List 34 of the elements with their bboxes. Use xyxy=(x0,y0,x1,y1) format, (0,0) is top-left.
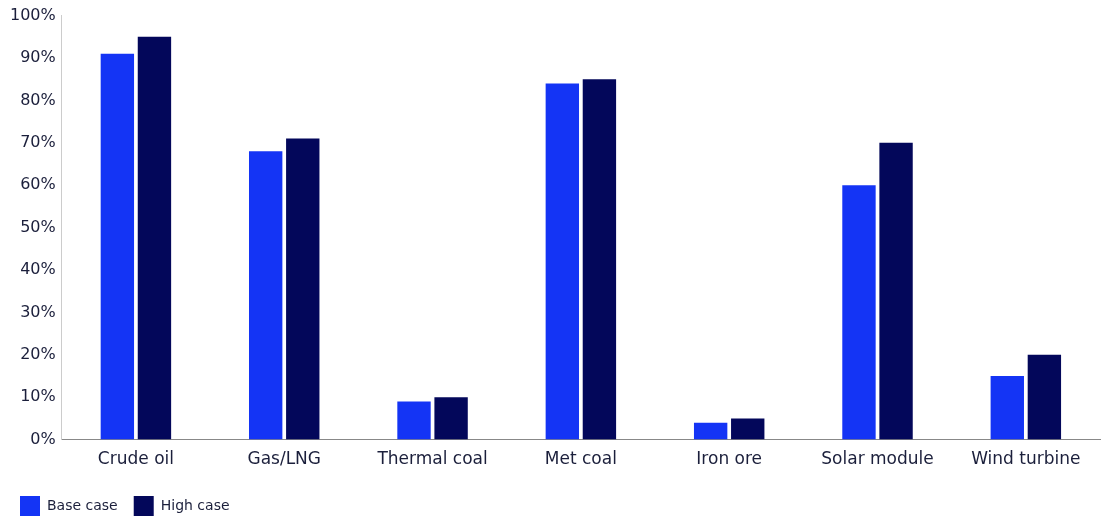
bar xyxy=(879,142,913,440)
y-tick-label: 20% xyxy=(20,343,56,363)
y-tick-label: 10% xyxy=(20,386,56,406)
legend-label: High case xyxy=(160,496,230,513)
y-tick-label: 60% xyxy=(20,174,56,194)
bar xyxy=(990,376,1024,440)
bar xyxy=(693,422,728,440)
bar xyxy=(842,185,876,440)
x-tick-label: Met coal xyxy=(544,448,617,469)
bar xyxy=(731,418,765,440)
y-tick-label: 90% xyxy=(20,47,56,67)
legend-label: Base case xyxy=(47,496,118,513)
bar xyxy=(100,53,135,440)
x-tick-label: Iron ore xyxy=(696,448,763,469)
y-tick-label: 50% xyxy=(20,216,56,236)
x-tick-label: Gas/LNG xyxy=(247,448,321,469)
bar xyxy=(137,36,172,440)
y-tick-label: 40% xyxy=(20,259,56,279)
bar xyxy=(397,401,431,440)
bar xyxy=(1027,354,1062,440)
y-tick-label: 70% xyxy=(20,131,56,151)
y-tick-label: 30% xyxy=(20,301,56,321)
bar xyxy=(249,151,283,440)
x-tick-label: Thermal coal xyxy=(376,448,488,469)
bar xyxy=(434,397,468,440)
x-tick-label: Wind turbine xyxy=(971,448,1081,469)
x-tick-label: Crude oil xyxy=(97,448,174,469)
y-tick-label: 100% xyxy=(9,4,56,24)
y-tick-label: 0% xyxy=(30,428,56,448)
bar xyxy=(545,83,580,440)
bar xyxy=(286,138,320,440)
x-tick-label: Solar module xyxy=(821,448,934,469)
y-tick-label: 80% xyxy=(20,89,56,109)
bar xyxy=(582,79,617,440)
